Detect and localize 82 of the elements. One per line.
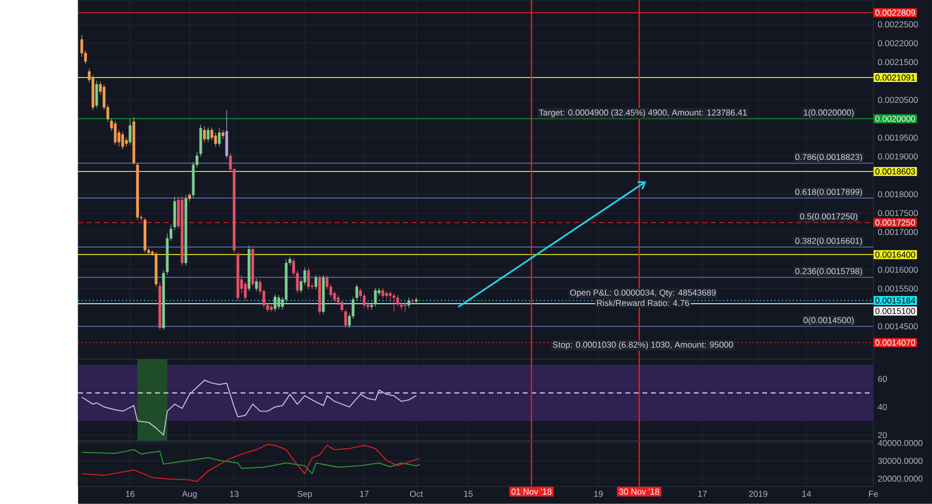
x-tick-label: 16 bbox=[126, 490, 134, 497]
candlestick bbox=[307, 267, 310, 290]
annotation: Risk/Reward Ratio: 4.76 bbox=[597, 300, 690, 306]
y-tick-label: 60 bbox=[878, 376, 887, 382]
candlestick bbox=[381, 288, 384, 300]
ref-line-label: 0.0016400 bbox=[875, 252, 916, 258]
candlestick bbox=[244, 281, 247, 301]
y-tick-label: 0.0016000 bbox=[878, 266, 918, 273]
candlestick bbox=[374, 288, 377, 308]
candlestick bbox=[222, 130, 224, 140]
x-tick-label: Fe bbox=[869, 490, 878, 497]
annotation: Stop: 0.0001030 (6.82%) 1030, Amount: 95000 bbox=[552, 341, 734, 350]
annotation: 0.618(0.0017899) bbox=[795, 188, 862, 197]
y-tick-label: 20000.0000 bbox=[878, 476, 923, 482]
candlestick bbox=[314, 274, 318, 290]
candlestick bbox=[392, 292, 396, 312]
x-tick-label: 2019 bbox=[749, 490, 768, 497]
x-tick-label: Sep bbox=[298, 490, 312, 499]
candlestick bbox=[121, 132, 124, 150]
candlestick bbox=[210, 127, 214, 141]
annotation: 0.5(0.0017250) bbox=[800, 213, 858, 222]
y-tick-label: 0.0014500 bbox=[878, 323, 918, 330]
annotation: 0.786(0.0018823) bbox=[795, 154, 862, 162]
ref-line-label: 0.0020000 bbox=[875, 116, 916, 122]
x-tick-label: 17 bbox=[698, 490, 707, 497]
candlestick bbox=[114, 120, 117, 146]
annotation: 0(0.0014500) bbox=[804, 316, 854, 325]
candlestick bbox=[277, 294, 280, 310]
y-tick-label: 0.0022500 bbox=[878, 21, 918, 28]
ref-line-label: 0.0022809 bbox=[875, 10, 916, 16]
y-tick-label: 0.0017000 bbox=[878, 228, 918, 236]
y-tick-label: 0.0020500 bbox=[878, 96, 918, 103]
ref-line-label: 0.0015100 bbox=[875, 308, 916, 314]
x-tick-label: Aug bbox=[182, 490, 197, 499]
y-tick-label: 20 bbox=[878, 432, 887, 438]
candlestick bbox=[411, 298, 414, 304]
candlestick bbox=[128, 118, 132, 146]
annotation: 0.236(0.0015798) bbox=[795, 268, 862, 276]
x-tick-label: Oct bbox=[410, 490, 423, 497]
y-tick-label: 0.0019000 bbox=[878, 153, 918, 160]
candlestick bbox=[125, 137, 128, 147]
ref-line-label: 0.0018603 bbox=[875, 168, 916, 175]
candlestick bbox=[274, 294, 276, 312]
candlestick bbox=[206, 127, 210, 142]
ref-line-label: 01 Nov '18 bbox=[511, 488, 552, 495]
candlestick bbox=[396, 294, 400, 308]
y-tick-label: 40 bbox=[878, 404, 887, 410]
y-tick-label: 0.0017500 bbox=[878, 210, 918, 216]
ref-line-label: 0.0014070 bbox=[875, 340, 916, 346]
x-tick-label: 19 bbox=[594, 490, 603, 497]
candlestick bbox=[336, 294, 340, 306]
y-tick-label: 0.0021500 bbox=[878, 59, 918, 66]
annotation: 1(0.0020000) bbox=[804, 109, 854, 118]
ref-line-label: 30 Nov '18 bbox=[619, 488, 660, 495]
candlestick bbox=[214, 132, 217, 147]
y-tick-label: 0.0022000 bbox=[878, 40, 918, 46]
annotation: Open P&L: 0.0000034, Qty: 48543689 bbox=[570, 290, 716, 298]
y-tick-label: 0.0019500 bbox=[878, 134, 918, 141]
x-tick-label: 15 bbox=[464, 490, 473, 497]
candlestick bbox=[407, 297, 410, 308]
y-tick-label: 0.0015500 bbox=[878, 286, 918, 292]
candlestick bbox=[218, 128, 221, 147]
x-tick-label: 13 bbox=[230, 490, 239, 497]
annotation: Target: 0.0004900 (32.45%) 4900, Amount: 123786.41 bbox=[538, 109, 747, 118]
candlestick bbox=[255, 278, 258, 292]
candlestick bbox=[95, 80, 98, 108]
x-tick-label: 14 bbox=[802, 490, 811, 497]
ref-line-label: 0.0015184 bbox=[875, 298, 916, 304]
candlestick bbox=[404, 302, 406, 312]
line-series bbox=[81, 449, 420, 474]
annotation: 0.382(0.0016601) bbox=[795, 238, 862, 246]
ref-line-label: 0.0021091 bbox=[875, 74, 916, 81]
ref-line-label: 0.0017250 bbox=[875, 220, 916, 226]
x-tick-label: 17 bbox=[360, 490, 369, 497]
candlestick bbox=[203, 126, 206, 142]
y-tick-label: 30000.0000 bbox=[878, 458, 923, 464]
candlestick bbox=[355, 284, 358, 301]
y-tick-label: 40000.0000 bbox=[878, 440, 923, 446]
candlestick bbox=[385, 290, 388, 300]
y-tick-label: 0.0018000 bbox=[878, 191, 918, 198]
line-series bbox=[81, 444, 420, 482]
candlestick bbox=[333, 290, 336, 303]
